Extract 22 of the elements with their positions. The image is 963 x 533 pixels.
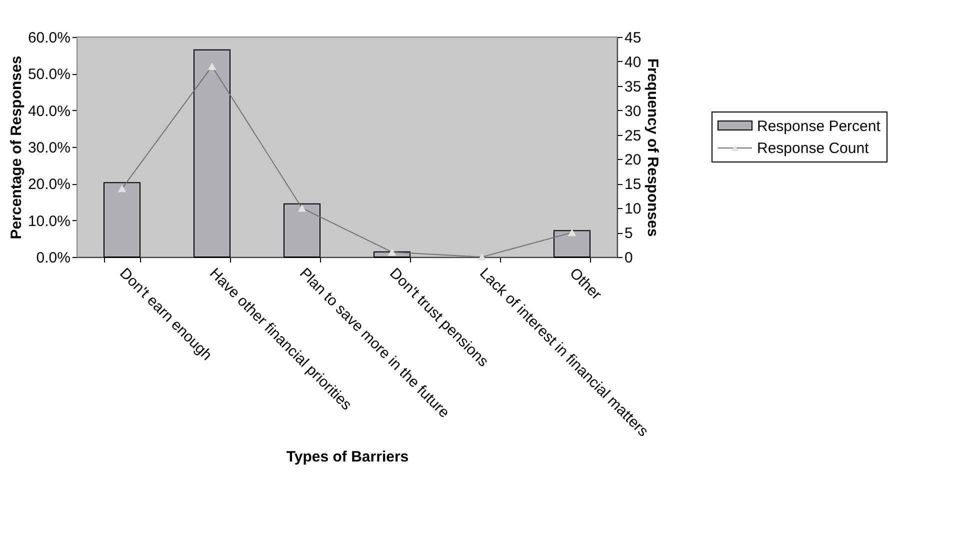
y-tick-label: 30.0% — [28, 140, 70, 156]
y2-tick-label: 25 — [624, 127, 642, 144]
legend-label: Response Count — [757, 140, 870, 157]
y-tick-label: 50.0% — [28, 66, 70, 84]
y-tick-label: 60.0% — [28, 30, 70, 46]
y-tick-label: 40.0% — [28, 102, 70, 120]
y2-tick-label: 15 — [624, 176, 642, 194]
y-tick-label: 20.0% — [28, 176, 70, 194]
legend-label: Response Percent — [757, 118, 882, 135]
y2-tick-label: 20 — [624, 152, 642, 169]
y2-tick-label: 40 — [624, 54, 642, 71]
y-tick-label: 10.0% — [28, 212, 70, 230]
y-tick-label: 0.0% — [36, 250, 70, 266]
y2-tick-label: 35 — [624, 78, 642, 96]
y2-tick-label: 45 — [624, 30, 642, 46]
y2-tick-label: 5 — [624, 225, 633, 242]
y2-axis-title: Frequency of Responses — [644, 58, 662, 237]
y-axis-title: Percentage of Responses — [8, 56, 25, 240]
y2-tick-label: 30 — [624, 102, 642, 120]
y2-tick-label: 0 — [624, 250, 633, 266]
y2-tick-label: 10 — [624, 200, 642, 218]
x-axis-title: Types of Barriers — [286, 448, 409, 466]
